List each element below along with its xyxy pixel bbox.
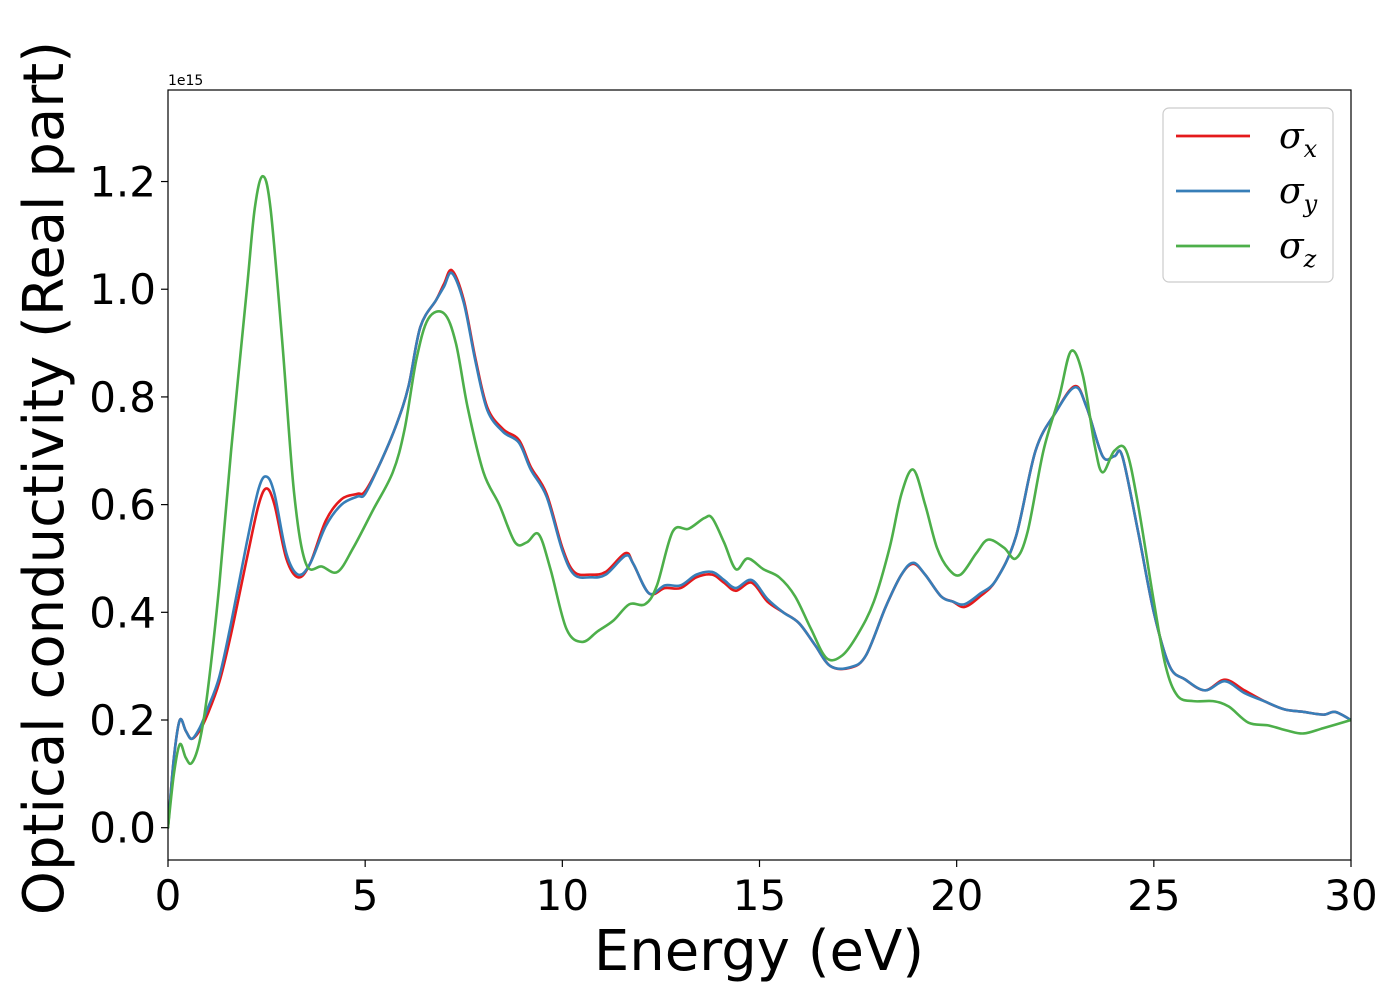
x-tick-label: 30 xyxy=(1324,871,1377,920)
y-offset-label: 1e15 xyxy=(168,73,203,89)
x-tick-label: 5 xyxy=(352,871,379,920)
y-tick-label: 0.0 xyxy=(89,804,156,853)
y-axis-ticks: 0.0 0.2 0.4 0.6 0.8 1.0 1.2 xyxy=(89,158,168,853)
y-tick-label: 1.2 xyxy=(89,158,156,207)
series-line-z xyxy=(168,174,1351,829)
series-line-y xyxy=(168,271,1351,829)
x-tick-label: 20 xyxy=(930,871,983,920)
x-tick-label: 10 xyxy=(536,871,589,920)
x-tick-label: 15 xyxy=(733,871,786,920)
y-tick-label: 0.2 xyxy=(89,696,156,745)
y-tick-label: 1.0 xyxy=(89,265,156,314)
x-axis-ticks: 0 5 10 15 20 25 30 xyxy=(155,860,1378,920)
series-layer xyxy=(168,174,1351,829)
x-tick-label: 0 xyxy=(155,871,182,920)
y-tick-label: 0.4 xyxy=(89,588,156,637)
y-axis-label: Optical conductivity (Real part) xyxy=(12,41,77,915)
x-tick-label: 25 xyxy=(1127,871,1180,920)
plot-area xyxy=(167,89,1352,861)
x-axis-label: Energy (eV) xyxy=(594,919,924,984)
y-tick-label: 0.8 xyxy=(89,373,156,422)
y-tick-label: 0.6 xyxy=(89,481,156,530)
legend-box xyxy=(1162,107,1334,283)
